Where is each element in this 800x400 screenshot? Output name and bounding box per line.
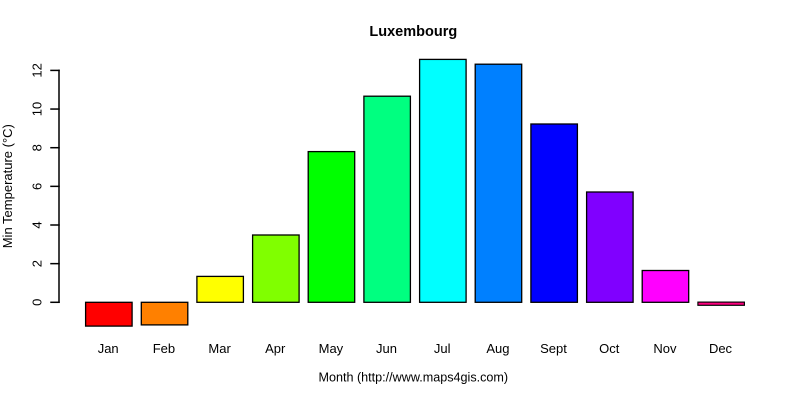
svg-text:Nov: Nov	[653, 341, 677, 356]
svg-text:0: 0	[30, 299, 45, 306]
svg-text:Jun: Jun	[376, 341, 397, 356]
svg-text:Feb: Feb	[153, 341, 175, 356]
svg-text:Min Temperature (°C): Min Temperature (°C)	[0, 124, 15, 248]
svg-text:Jan: Jan	[98, 341, 119, 356]
svg-text:2: 2	[30, 260, 45, 267]
svg-text:10: 10	[30, 102, 45, 116]
svg-text:Aug: Aug	[486, 341, 509, 356]
svg-text:Month (http://www.maps4gis.com: Month (http://www.maps4gis.com)	[318, 370, 508, 384]
svg-text:Dec: Dec	[709, 341, 733, 356]
svg-text:6: 6	[30, 183, 45, 190]
svg-text:Mar: Mar	[208, 341, 231, 356]
svg-text:Sept: Sept	[540, 341, 567, 356]
svg-text:May: May	[319, 341, 344, 356]
svg-text:Oct: Oct	[599, 341, 620, 356]
svg-text:Apr: Apr	[265, 341, 286, 356]
svg-text:4: 4	[30, 221, 45, 228]
svg-text:Jul: Jul	[434, 341, 451, 356]
svg-text:Luxembourg: Luxembourg	[369, 24, 457, 40]
svg-text:8: 8	[30, 144, 45, 151]
svg-text:12: 12	[30, 63, 45, 77]
